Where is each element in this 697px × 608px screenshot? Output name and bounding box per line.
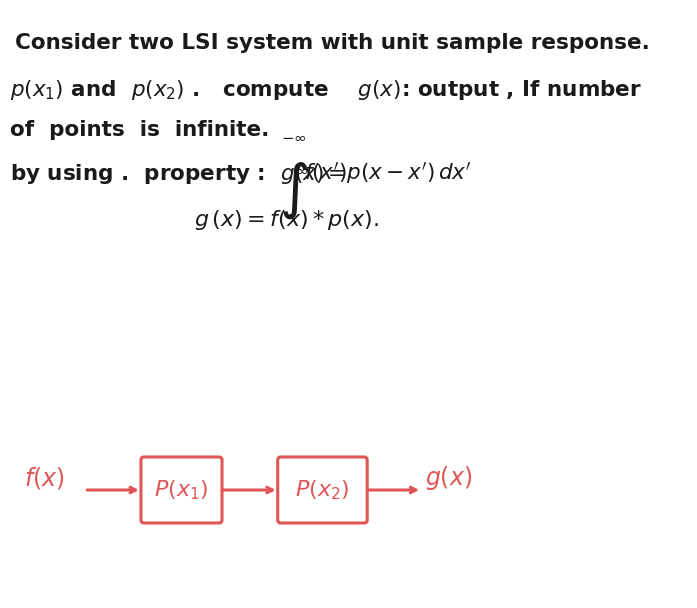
Text: of  points  is  infinite.: of points is infinite.	[10, 120, 270, 140]
Text: $p(x_1)$ and  $p(x_2)$ .   compute    $g(x)$: output , If number: $p(x_1)$ and $p(x_2)$ . compute $g(x)$: …	[10, 78, 642, 102]
FancyBboxPatch shape	[141, 457, 222, 523]
Text: $\infty$: $\infty$	[295, 163, 307, 178]
Text: by using .  property :  $g(x)=$: by using . property : $g(x)=$	[10, 162, 346, 186]
Text: $\int$: $\int$	[279, 160, 308, 221]
Text: $g(x)$: $g(x)$	[425, 464, 473, 492]
Text: Consider two LSI system with unit sample response.: Consider two LSI system with unit sample…	[15, 33, 650, 53]
FancyBboxPatch shape	[277, 457, 367, 523]
Text: $P(x_2)$: $P(x_2)$	[296, 478, 350, 502]
Text: $g\,(x) = f(x) * p(x).$: $g\,(x) = f(x) * p(x).$	[194, 208, 379, 232]
Text: $P(x_1)$: $P(x_1)$	[154, 478, 208, 502]
Text: $f(x)$: $f(x)$	[24, 465, 64, 491]
Text: $f(x')p(x-x') \, dx'$: $f(x')p(x-x') \, dx'$	[304, 160, 471, 185]
Text: $-\infty$: $-\infty$	[281, 130, 307, 145]
